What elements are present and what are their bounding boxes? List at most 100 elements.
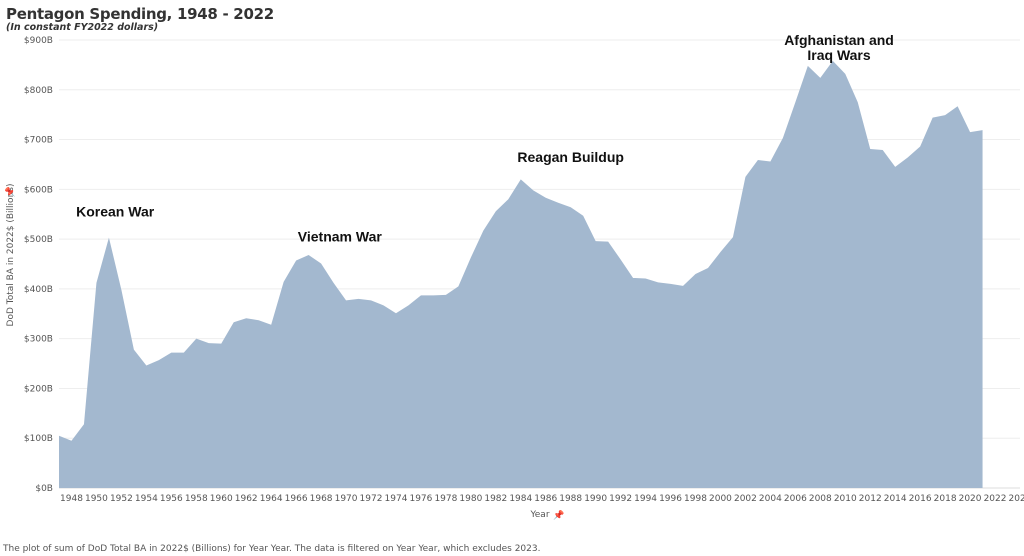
data-point[interactable] [669,282,673,286]
data-point[interactable] [494,209,498,213]
data-point[interactable] [57,434,61,438]
x-tick-label: 1954 [135,494,158,504]
data-point[interactable] [144,364,148,368]
data-point[interactable] [756,158,760,162]
data-point[interactable] [194,337,198,341]
chart-caption: The plot of sum of DoD Total BA in 2022$… [3,544,541,554]
data-point[interactable] [257,318,261,322]
data-point[interactable] [157,358,161,362]
data-point[interactable] [556,201,560,205]
data-point[interactable] [282,280,286,284]
data-point[interactable] [943,113,947,117]
data-point[interactable] [369,298,373,302]
x-tick-label: 2020 [959,494,982,504]
data-point[interactable] [793,100,797,104]
x-tick-label: 2016 [909,494,932,504]
x-tick-label: 1988 [559,494,582,504]
data-point[interactable] [94,281,98,285]
data-point[interactable] [781,136,785,140]
data-point[interactable] [207,341,211,345]
x-tick-label: 1974 [385,494,408,504]
data-point[interactable] [444,293,448,297]
data-point[interactable] [619,258,623,262]
data-point[interactable] [182,351,186,355]
data-point[interactable] [681,284,685,288]
chart-plot [57,60,985,488]
data-point[interactable] [806,64,810,68]
data-point[interactable] [244,316,248,320]
data-point[interactable] [594,239,598,243]
data-point[interactable] [431,293,435,297]
pin-icon[interactable]: 📌 [4,186,16,197]
data-point[interactable] [219,342,223,346]
x-tick-label: 1980 [459,494,482,504]
data-point[interactable] [294,259,298,263]
data-point[interactable] [881,148,885,152]
data-point[interactable] [968,130,972,134]
x-axis: 1948 1950 1952 1954 1956 1958 1960 1962 1964 1966… [60,494,1024,504]
data-point[interactable] [731,235,735,239]
x-tick-label: 2004 [759,494,782,504]
data-point[interactable] [706,266,710,270]
data-point[interactable] [918,145,922,149]
data-point[interactable] [506,197,510,201]
data-point[interactable] [344,298,348,302]
data-point[interactable] [169,351,173,355]
data-point[interactable] [69,439,73,443]
data-point[interactable] [132,348,136,352]
data-point[interactable] [606,240,610,244]
data-point[interactable] [232,320,236,324]
y-tick-label: $700B [24,136,53,146]
data-point[interactable] [519,177,523,181]
x-tick-label: 1976 [409,494,432,504]
data-point[interactable] [868,147,872,151]
data-point[interactable] [856,100,860,104]
data-point[interactable] [419,293,423,297]
data-point[interactable] [119,288,123,292]
data-point[interactable] [357,297,361,301]
annotation-label: Afghanistan and [784,32,894,48]
data-point[interactable] [694,272,698,276]
data-point[interactable] [319,262,323,266]
data-point[interactable] [893,165,897,169]
data-point[interactable] [581,214,585,218]
data-point[interactable] [743,175,747,179]
x-tick-label: 1952 [110,494,133,504]
data-point[interactable] [843,72,847,76]
data-point[interactable] [931,116,935,120]
y-axis: $0B $100B $200B $300B $400B $500B $600B $700B $8… [24,36,53,494]
data-point[interactable] [531,188,535,192]
data-point[interactable] [307,253,311,257]
x-axis-label: Year [529,510,549,520]
area-series [59,60,983,488]
data-point[interactable] [981,128,985,132]
data-point[interactable] [332,281,336,285]
data-point[interactable] [569,205,573,209]
data-point[interactable] [656,280,660,284]
data-point[interactable] [631,276,635,280]
data-point[interactable] [469,256,473,260]
data-point[interactable] [818,76,822,80]
data-point[interactable] [481,229,485,233]
data-point[interactable] [394,311,398,315]
data-point[interactable] [718,250,722,254]
data-point[interactable] [544,196,548,200]
data-point[interactable] [956,104,960,108]
y-tick-label: $800B [24,86,53,96]
data-point[interactable] [406,303,410,307]
data-point[interactable] [107,236,111,240]
y-tick-label: $0B [35,484,53,494]
data-point[interactable] [644,276,648,280]
data-point[interactable] [456,284,460,288]
data-point[interactable] [906,155,910,159]
data-point[interactable] [82,422,86,426]
pin-icon[interactable]: 📌 [553,509,564,521]
data-point[interactable] [381,303,385,307]
x-tick-label: 1962 [235,494,258,504]
page-title: Pentagon Spending, 1948 - 2022 [6,5,274,23]
x-tick-label: 1996 [659,494,682,504]
page-subtitle: (In constant FY2022 dollars) [6,22,159,33]
x-tick-label: 1956 [160,494,183,504]
data-point[interactable] [269,323,273,327]
data-point[interactable] [768,159,772,163]
